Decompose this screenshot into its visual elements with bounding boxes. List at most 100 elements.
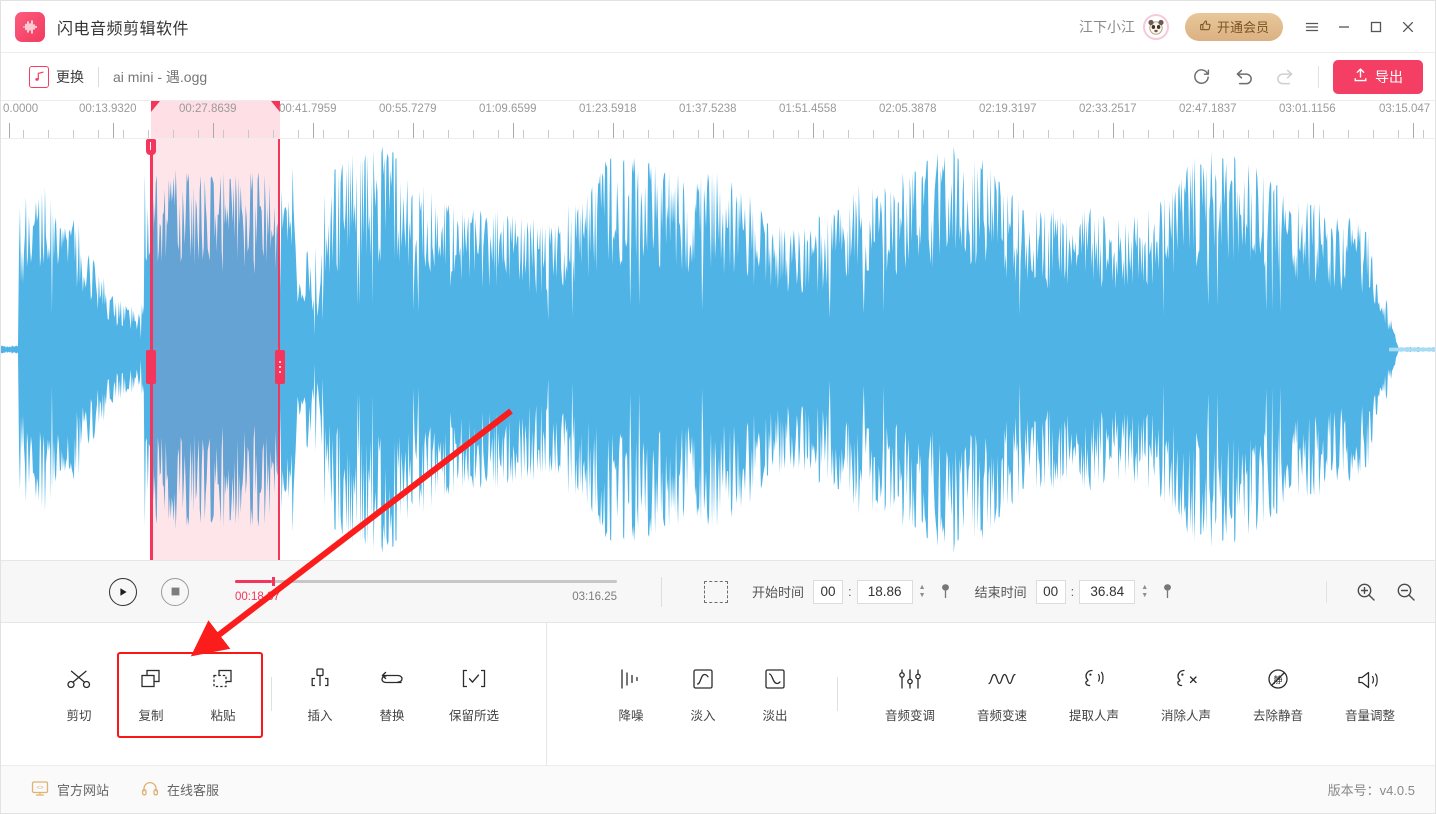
- ruler-tick-minor: [1198, 130, 1199, 138]
- tool-fade-in[interactable]: 淡入: [667, 664, 739, 724]
- ruler-tick-minor: [873, 130, 874, 138]
- tool-extract-vocal[interactable]: 提取人声: [1048, 664, 1140, 724]
- ruler-tick-minor: [373, 130, 374, 138]
- ruler-tick-minor: [1348, 130, 1349, 138]
- tool-paste-label: 粘贴: [210, 709, 236, 723]
- upload-icon: [1353, 67, 1368, 86]
- copy-icon: [138, 666, 164, 692]
- replace-file-button[interactable]: 更换: [29, 65, 84, 88]
- ruler-tick-major: [1213, 123, 1214, 138]
- stepper-down-icon[interactable]: ▼: [1141, 591, 1149, 599]
- ruler-tick-minor: [573, 130, 574, 138]
- transport-bar: 00:18.87 03:16.25 开始时间 00 : 18.86 ▲ ▼ 结束…: [1, 560, 1435, 622]
- tool-keep-selection[interactable]: 保留所选: [428, 664, 520, 724]
- file-toolbar-actions: 导出: [1182, 59, 1423, 94]
- ruler-label: 01:23.5918: [579, 103, 637, 115]
- tool-remove-silence[interactable]: 静 去除静音: [1232, 664, 1324, 724]
- ruler-tick-major: [1113, 123, 1114, 138]
- hamburger-menu-icon[interactable]: [1297, 12, 1327, 42]
- playback-progress[interactable]: 00:18.87 03:16.25: [235, 577, 617, 603]
- version-label: 版本号：v4.0.5: [1327, 783, 1415, 798]
- start-minutes-input[interactable]: 00: [813, 579, 844, 604]
- upgrade-vip-label: 开通会员: [1216, 20, 1269, 35]
- tool-pitch-shift-label: 音频变调: [884, 709, 935, 723]
- ruler-tick-minor: [1398, 130, 1399, 138]
- zoom-in-icon[interactable]: [1355, 581, 1377, 603]
- tool-volume-adjust[interactable]: 音量调整: [1324, 664, 1416, 724]
- waveform-canvas[interactable]: [1, 139, 1435, 560]
- divider: [1318, 65, 1319, 88]
- stepper-up-icon[interactable]: ▲: [1141, 583, 1149, 591]
- maximize-icon[interactable]: [1361, 12, 1391, 42]
- official-website-link[interactable]: <> 官方网站: [31, 780, 109, 800]
- start-time-stepper[interactable]: ▲ ▼: [918, 583, 926, 599]
- progress-knob[interactable]: [271, 577, 275, 586]
- tool-noise-reduction[interactable]: 降噪: [595, 664, 667, 724]
- avatar[interactable]: [1142, 13, 1169, 40]
- ruler-label: 00:13.9320: [79, 103, 137, 115]
- refresh-icon[interactable]: [1182, 60, 1220, 94]
- scissors-icon: [66, 666, 92, 692]
- redo-icon[interactable]: [1266, 60, 1304, 94]
- tool-cut[interactable]: 剪切: [43, 664, 115, 724]
- ruler-tick-minor: [1073, 130, 1074, 138]
- ruler-label: 02:33.2517: [1079, 103, 1137, 115]
- ruler-tick-major: [413, 123, 414, 138]
- online-support-link[interactable]: 在线客服: [141, 780, 219, 800]
- ruler-tick-major: [513, 123, 514, 138]
- ruler-label: 02:19.3197: [979, 103, 1037, 115]
- playhead-handle[interactable]: [146, 139, 156, 155]
- stepper-down-icon[interactable]: ▼: [918, 591, 926, 599]
- selection-handle-right[interactable]: [275, 349, 285, 384]
- ruler-tick-minor: [1373, 130, 1374, 138]
- keep-selection-icon: [459, 666, 489, 692]
- end-minutes-input[interactable]: 00: [1035, 579, 1066, 604]
- timeline-ruler[interactable]: 0.0000 00:13.9320 00:27.8639 00:41.7959 00:5…: [1, 101, 1435, 139]
- ruler-label: 00:55.7279: [379, 103, 437, 115]
- ruler-flag-start[interactable]: [151, 101, 160, 112]
- end-colon: :: [1070, 584, 1075, 599]
- monitor-icon: <>: [31, 780, 49, 800]
- tool-replace[interactable]: 替换: [356, 664, 428, 724]
- upgrade-vip-button[interactable]: 开通会员: [1184, 12, 1283, 41]
- start-time-label: 开始时间: [752, 585, 805, 600]
- effect-tools-group: 降噪 淡入 淡出: [547, 623, 1436, 765]
- ruler-tick-major: [913, 123, 914, 138]
- tool-paste[interactable]: 粘贴: [187, 664, 259, 724]
- window-buttons: [1297, 12, 1423, 42]
- tool-pitch-shift[interactable]: 音频变调: [864, 664, 956, 724]
- user-name[interactable]: 江下小江: [1078, 18, 1135, 35]
- ruler-label: 02:47.1837: [1179, 103, 1237, 115]
- tool-fade-out[interactable]: 淡出: [739, 664, 811, 724]
- undo-icon[interactable]: [1224, 60, 1262, 94]
- selection-marquee-icon[interactable]: [704, 580, 728, 603]
- tool-copy[interactable]: 复制: [115, 664, 187, 724]
- ruler-flag-end[interactable]: [271, 101, 280, 112]
- end-time-stepper[interactable]: ▲ ▼: [1141, 583, 1149, 599]
- ruler-tick-minor: [948, 130, 949, 138]
- minimize-icon[interactable]: [1329, 12, 1359, 42]
- playhead[interactable]: [146, 139, 156, 560]
- play-button[interactable]: [109, 577, 137, 606]
- tool-remove-vocal[interactable]: 消除人声: [1140, 664, 1232, 724]
- export-button[interactable]: 导出: [1333, 59, 1423, 94]
- end-pin-marker-icon[interactable]: [1162, 583, 1173, 600]
- progress-track[interactable]: [235, 577, 617, 586]
- divider: [98, 66, 99, 87]
- stepper-up-icon[interactable]: ▲: [918, 583, 926, 591]
- start-pin-marker-icon[interactable]: [940, 583, 951, 600]
- stop-button[interactable]: [161, 577, 189, 606]
- ruler-tick-minor: [1148, 130, 1149, 138]
- tool-speed-change[interactable]: 音频变速: [956, 664, 1048, 724]
- start-seconds-input[interactable]: 18.86: [856, 579, 913, 604]
- ruler-tick-minor: [823, 130, 824, 138]
- waveform-path: [1, 146, 1435, 553]
- end-seconds-input[interactable]: 36.84: [1079, 579, 1136, 604]
- ruler-tick-minor: [423, 130, 424, 138]
- zoom-out-icon[interactable]: [1395, 581, 1417, 603]
- close-icon[interactable]: [1393, 12, 1423, 42]
- tool-insert[interactable]: 插入: [284, 664, 356, 724]
- ruler-label: 00:41.7959: [279, 103, 337, 115]
- ruler-tick-minor: [548, 130, 549, 138]
- ruler-tick-minor: [1048, 130, 1049, 138]
